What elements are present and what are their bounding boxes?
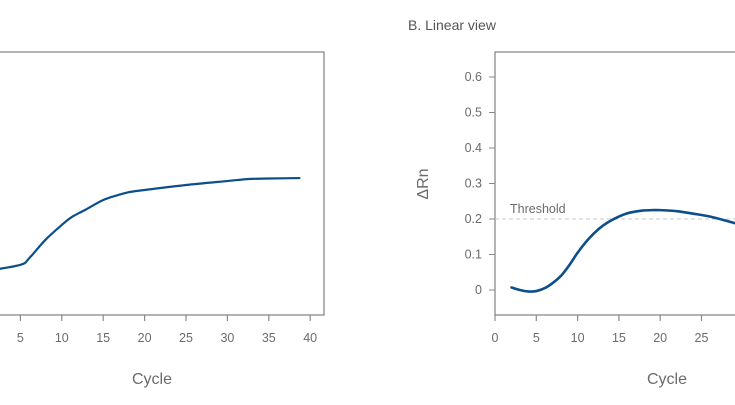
chart-a-x-tick-label: 5 [17,331,24,345]
chart-a-x-tick-label: 10 [55,331,69,345]
chart-a-plot-frame [0,51,325,316]
chart-b-series-line [510,208,735,293]
chart-b-y-tick-label: 0.6 [465,70,482,84]
chart-b-plot-frame [494,51,735,316]
chart-b-x-tick-label: 25 [695,331,709,345]
chart-b-x-tick-label: 0 [492,331,499,345]
chart-a-x-axis-label: Cycle [132,371,172,388]
chart-b-threshold-label: Threshold [510,202,566,216]
chart-b-x-axis-label: Cycle [647,371,687,388]
chart-b-x-tick-label: 10 [571,331,585,345]
chart-a-series-line [0,176,301,270]
chart-b-x-tick-label: 20 [653,331,667,345]
chart-b-y-tick-label: 0.3 [465,177,482,191]
chart-b-y-tick-label: 0.5 [465,106,482,120]
chart-b-y-tick-label: 0.2 [465,212,482,226]
chart-b-x-ticks: 0 5 10 15 20 25 [492,315,709,345]
chart-b-title: B. Linear view [408,17,497,33]
chart-a-x-ticks: 5 10 15 20 25 30 35 40 [17,315,317,345]
chart-b: B. Linear view Threshold 0 5 10 15 20 25 0 0.1… [408,17,735,388]
chart-b-x-tick-label: 5 [533,331,540,345]
chart-b-y-tick-label: 0.1 [465,248,482,262]
chart-b-y-tick-label: 0 [475,283,482,297]
chart-b-y-ticks: 0 0.1 0.2 0.3 0.4 0.5 0.6 [465,70,495,297]
chart-a-x-tick-label: 35 [262,331,276,345]
chart-a-x-tick-label: 40 [303,331,317,345]
chart-b-y-tick-label: 0.4 [465,141,482,155]
chart-b-y-axis-label: ΔRn [415,168,432,199]
chart-a-x-tick-label: 25 [179,331,193,345]
chart-a-x-tick-label: 30 [220,331,234,345]
chart-a-x-tick-label: 20 [138,331,152,345]
chart-b-x-tick-label: 15 [612,331,626,345]
chart-a-x-tick-label: 15 [96,331,110,345]
chart-a: 5 10 15 20 25 30 35 40 Cycle [0,51,325,388]
